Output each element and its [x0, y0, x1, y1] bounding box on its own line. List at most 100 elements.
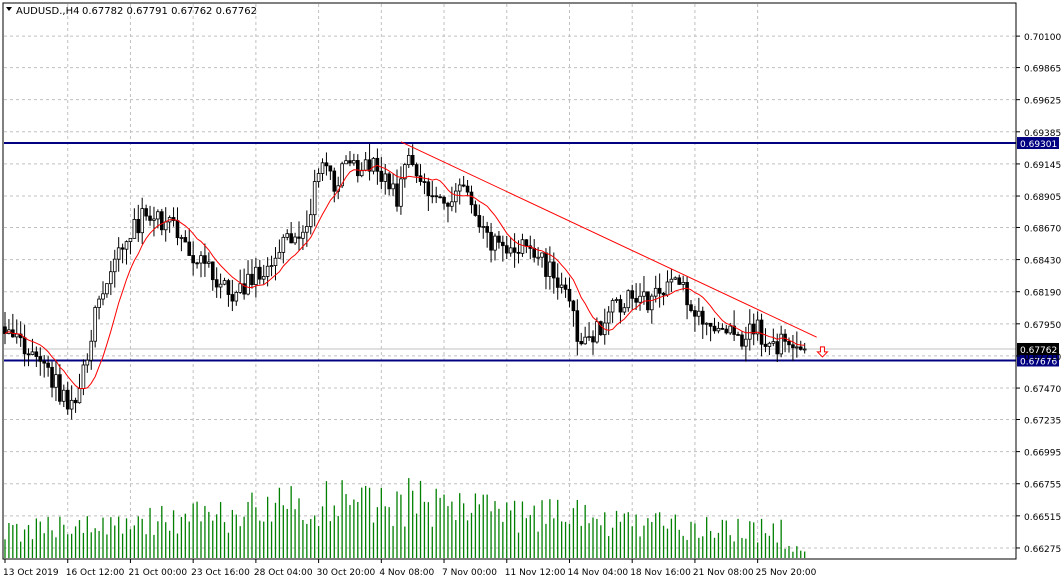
candle-body [755, 319, 760, 335]
candle [681, 275, 685, 291]
candle [446, 201, 450, 223]
candle [571, 299, 576, 327]
candle [406, 148, 411, 169]
candle [450, 186, 454, 212]
candle-body [261, 275, 266, 280]
trendline[interactable] [400, 141, 817, 338]
candle [697, 297, 701, 326]
candle-body [693, 310, 697, 317]
candle [320, 158, 325, 182]
candle-body [109, 271, 113, 285]
candle-body [461, 184, 466, 187]
price-axis[interactable]: 0.70100 0.69865 0.69625 0.69385 0.69145 0.689… [1016, 33, 1061, 555]
candle-body [210, 261, 215, 281]
level-price-label: 0.69301 [1020, 140, 1057, 150]
candle [97, 295, 101, 320]
candle [485, 221, 489, 248]
candle-body [26, 353, 31, 356]
x-tick-label: 21 Oct 00:00 [128, 568, 187, 578]
candle [348, 151, 352, 167]
candle [379, 157, 384, 190]
candle-body [567, 288, 572, 302]
candle-body [457, 184, 462, 192]
candle [736, 331, 740, 336]
candle [414, 162, 419, 184]
candle-body [328, 165, 333, 172]
x-tick-label: 4 Nov 08:00 [379, 568, 434, 578]
candle [257, 259, 262, 285]
candle [465, 180, 470, 197]
candle-body [477, 215, 482, 228]
down-arrow-icon[interactable] [816, 346, 829, 358]
candle-body [46, 362, 50, 368]
candle-body [610, 300, 615, 313]
signal-arrow-group[interactable] [816, 346, 829, 358]
candle-body [34, 351, 39, 357]
candle [250, 259, 254, 289]
candle-body [657, 287, 662, 294]
x-tick-label: 18 Nov 16:00 [630, 568, 691, 578]
candle [559, 272, 564, 294]
x-tick-label: 13 Oct 2019 [3, 568, 59, 578]
candle-body [442, 196, 446, 204]
candle-body [677, 277, 682, 285]
y-tick-label: 0.66275 [1024, 545, 1061, 555]
x-tick-label: 7 Nov 00:00 [442, 568, 497, 578]
candle [650, 293, 654, 324]
candle-body [355, 160, 360, 177]
candle [355, 154, 360, 183]
candle [159, 208, 164, 236]
candle-body [650, 295, 654, 311]
candle-body [595, 321, 599, 343]
y-tick-label: 0.66995 [1024, 449, 1061, 459]
candle-body [599, 321, 603, 336]
candle [305, 210, 309, 247]
candle-body [14, 333, 19, 338]
candle-body [552, 261, 556, 279]
candle [203, 243, 207, 277]
candle-body [587, 336, 591, 339]
candle [62, 384, 66, 408]
candle [422, 173, 427, 195]
candle-body [748, 323, 752, 340]
time-axis[interactable]: 13 Oct 2019 16 Oct 12:00 21 Oct 00:00 23 Oc… [3, 559, 817, 578]
candle [508, 237, 513, 257]
candle-body [579, 340, 584, 345]
candle-body [203, 255, 207, 264]
candle-body [618, 299, 623, 313]
candle [767, 341, 772, 356]
candle-body [606, 311, 611, 324]
candle-body [359, 169, 364, 177]
candle-body [434, 195, 438, 198]
candle-body [277, 251, 282, 259]
candle [712, 317, 717, 334]
candle-body [763, 343, 768, 347]
candle-body [281, 236, 286, 253]
candle-body [163, 221, 168, 231]
candle-body [516, 251, 521, 254]
x-tick-label: 23 Oct 16:00 [191, 568, 250, 578]
candle-body [246, 273, 250, 295]
trendline-group[interactable] [400, 141, 817, 338]
candle-body [234, 291, 239, 302]
candle-body [555, 277, 560, 288]
candle [481, 215, 486, 239]
candle-body [250, 273, 254, 285]
triangle-down-icon[interactable] [6, 7, 12, 11]
candle-body [438, 196, 442, 199]
candle-body [144, 208, 148, 217]
candle [391, 173, 395, 197]
candle [732, 310, 736, 342]
candle [246, 260, 250, 296]
candle-body [391, 183, 395, 190]
candle-body [426, 181, 431, 197]
candle [638, 283, 642, 311]
candle-body [450, 201, 454, 207]
candle-body [583, 336, 587, 345]
candle [575, 299, 580, 356]
candle-body [653, 287, 658, 297]
candle [324, 152, 329, 176]
